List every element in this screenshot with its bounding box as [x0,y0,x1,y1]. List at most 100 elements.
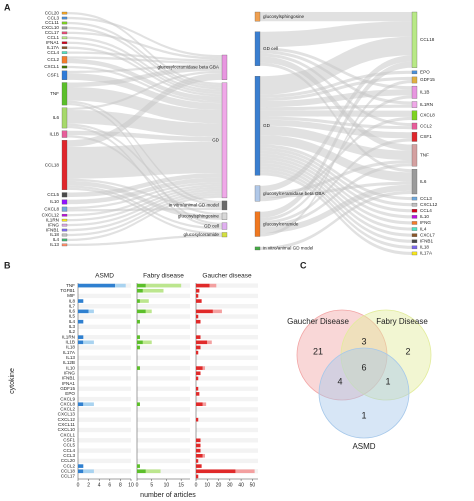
row-band [137,334,190,340]
row-band [137,412,190,417]
bar [142,288,164,293]
bar [196,340,208,345]
row-band [196,443,258,448]
venn-set-label: ASMD [352,442,375,451]
sankey-node [61,199,68,205]
sankey-link [260,89,412,108]
row-band [78,417,131,422]
bar [202,453,206,458]
bar [196,438,201,443]
row-band [196,463,258,469]
bar [139,299,149,303]
bar [196,392,200,396]
sankey-node [61,213,68,217]
row-band [78,288,131,293]
bar [196,459,199,463]
sankey-node [61,26,68,30]
sankey-link [260,21,412,48]
bar [196,319,201,324]
sankey-node-label: IL13 [50,242,59,247]
sankey-link [67,12,222,86]
sankey-node-label: in vitro/animal GD model [263,246,313,251]
sankey-node [411,233,418,237]
row-band [196,365,258,371]
bar [196,309,213,314]
sankey-node [411,11,418,68]
bar [212,309,222,314]
bar [196,294,199,298]
x-tick-label: 30 [227,482,233,488]
row-band [78,355,131,360]
sankey-node-label: GD cell [204,223,219,228]
sankey-link [260,104,412,111]
row-band [78,340,131,345]
bar [196,474,199,479]
sankey-node-label: glucosylceramidase beta GBA [263,191,325,196]
bar [137,464,140,468]
bar [196,417,199,422]
y-tick-label: IL1B [66,340,75,345]
bar [83,340,94,345]
row-band [196,329,258,335]
sankey-node [61,223,68,227]
sankey-link [67,65,222,104]
sankey-link [67,16,222,58]
row-band [196,427,258,433]
subplot-title: Fabry disease [143,273,184,280]
sankey-node [411,101,418,108]
sankey-link [260,80,412,237]
sankey-link [260,119,412,139]
y-tick-label: IFNG [64,370,75,375]
sankey-link [260,61,412,218]
sankey-node-label: glucosylceramidase beta GBA [157,65,219,70]
row-band [196,314,258,319]
sankey-link [67,87,222,124]
bar [78,340,84,345]
y-tick-label: IL17A [63,350,76,355]
sankey-node [411,251,418,256]
panel-label: A [4,2,11,12]
sankey: CCL20CCL3CCL11CXCL10CCL17CCL1IFNA1IL17AC… [42,10,438,255]
y-tick-label: IL8 [69,298,76,303]
bar [196,443,201,448]
sankey-node-label: GD [263,123,271,128]
row-band [78,427,131,433]
y-tick-label: CXCL12 [58,417,76,422]
row-band [78,314,131,319]
sankey-link [260,184,412,234]
sankey-node [221,54,228,80]
row-band [137,407,190,412]
sankey-link [67,195,222,242]
row-band [78,345,131,350]
sankey-link [260,50,412,105]
sankey-link [67,51,222,62]
sankey-node [61,107,68,129]
row-band [78,293,131,299]
row-band [196,432,258,438]
x-tick-label: 20 [216,482,222,488]
bar [137,469,146,474]
row-band [137,474,190,479]
row-band [196,474,258,479]
venn-set-label: Gaucher Disease [287,317,349,326]
bar [202,366,206,370]
bar [196,288,200,293]
y-tick-label: IL1RN [62,334,75,339]
x-tick-label: 40 [238,482,244,488]
y-tick-label: CXCL10 [58,427,76,432]
y-tick-label: IL4 [69,319,76,324]
row-band [137,391,190,397]
sankey-link [260,62,412,173]
bar [83,402,94,407]
sankey-link [260,163,412,237]
subplot-title: ASMD [95,273,114,280]
bar [196,314,199,319]
sankey-node-label: IL4 [53,237,60,242]
row-band [137,463,190,469]
y-tick-label: IL5 [69,314,76,319]
y-axis-label: cytokine [9,368,16,394]
row-band [78,432,131,438]
sankey-node [221,200,228,211]
bar [137,283,146,288]
bar [196,366,203,370]
